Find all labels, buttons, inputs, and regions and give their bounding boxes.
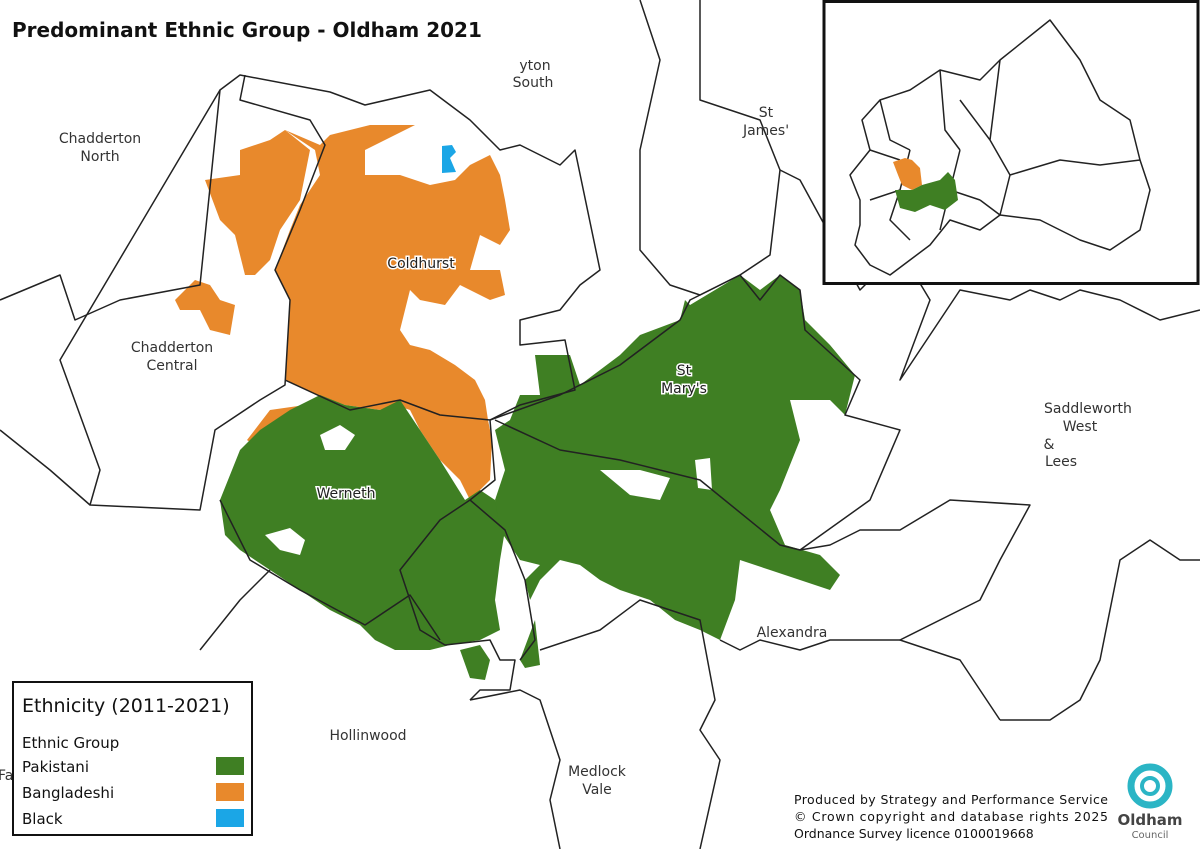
inset-frame bbox=[822, 0, 1200, 285]
area bbox=[460, 645, 490, 680]
legend-label: Bangladeshi bbox=[22, 784, 114, 802]
ward-label: Alexandra bbox=[757, 625, 828, 641]
area bbox=[495, 275, 855, 640]
pakistani-areas bbox=[220, 275, 855, 680]
label-line: South bbox=[513, 75, 554, 91]
label-line: North bbox=[80, 149, 119, 165]
legend-group-label: Ethnic Group bbox=[22, 734, 119, 752]
inset-map bbox=[822, 0, 1200, 285]
ward-label: Chadderton Central bbox=[131, 340, 213, 374]
label-line: Alexandra bbox=[757, 625, 828, 641]
boundary bbox=[59, 74, 326, 511]
boundary bbox=[494, 419, 801, 551]
logo-ring bbox=[1127, 763, 1173, 809]
legend-box bbox=[12, 681, 253, 836]
ward-label: Hollinwood bbox=[329, 728, 406, 744]
ward-label: Medlock Vale bbox=[568, 764, 627, 798]
ward-label: Saddleworth West & Lees bbox=[1044, 401, 1132, 470]
ward-label: Coldhurst bbox=[387, 256, 455, 272]
legend-items: Pakistani Bangladeshi Black bbox=[22, 757, 244, 828]
credits: Produced by Strategy and Performance Ser… bbox=[794, 792, 1108, 841]
boundary bbox=[489, 274, 1031, 721]
label-line: & bbox=[1044, 437, 1055, 453]
legend: Ethnicity (2011-2021) Ethnic Group Pakis… bbox=[12, 681, 253, 836]
area bbox=[175, 280, 235, 335]
label-line: James' bbox=[742, 123, 789, 139]
boundary bbox=[639, 0, 781, 296]
hole bbox=[695, 458, 712, 490]
hole bbox=[320, 425, 355, 450]
label-line: Fa bbox=[0, 768, 13, 784]
label-line: Werneth bbox=[317, 486, 376, 502]
ward-label: St James' bbox=[742, 105, 789, 139]
ward-label: St Mary's bbox=[661, 363, 707, 397]
area bbox=[275, 125, 510, 500]
inset-area bbox=[895, 172, 958, 212]
boundary bbox=[1000, 539, 1200, 721]
boundary bbox=[219, 499, 441, 641]
map-title: Predominant Ethnic Group - Oldham 2021 bbox=[12, 18, 482, 42]
ward-label: Chadderton North bbox=[59, 131, 141, 165]
label-line: Vale bbox=[582, 782, 612, 798]
logo: Oldham Council bbox=[1117, 763, 1183, 841]
area bbox=[220, 395, 505, 650]
label-line: Medlock bbox=[568, 764, 627, 780]
ward-label: Werneth bbox=[317, 486, 376, 502]
hole bbox=[600, 470, 670, 500]
logo-subtitle: Council bbox=[1132, 830, 1169, 841]
legend-swatch bbox=[216, 757, 244, 775]
label-line: Coldhurst bbox=[387, 256, 455, 272]
logo-name: Oldham bbox=[1117, 811, 1182, 829]
boundary bbox=[0, 429, 271, 651]
logo-ring bbox=[1140, 776, 1160, 796]
label-line: West bbox=[1063, 419, 1098, 435]
label-line: Central bbox=[147, 358, 198, 374]
credit-line: Produced by Strategy and Performance Ser… bbox=[794, 792, 1108, 807]
label-line: Mary's bbox=[661, 381, 707, 397]
label-line: Chadderton bbox=[59, 131, 141, 147]
boundary bbox=[284, 379, 516, 701]
ward-label: Fa bbox=[0, 768, 13, 784]
boundary bbox=[719, 639, 900, 651]
credit-line: © Crown copyright and database rights 20… bbox=[794, 809, 1108, 824]
legend-title: Ethnicity (2011-2021) bbox=[22, 695, 230, 717]
area bbox=[520, 620, 540, 668]
area bbox=[205, 130, 310, 275]
legend-label: Black bbox=[22, 810, 63, 828]
label-line: St bbox=[677, 363, 692, 379]
boundary bbox=[469, 689, 561, 849]
inset-outline bbox=[849, 19, 1151, 276]
inset-area bbox=[893, 158, 922, 190]
ward-label: yton South bbox=[513, 58, 554, 91]
label-line: Hollinwood bbox=[329, 728, 406, 744]
ward-labels: yton South St James' Chadderton North Coldh… bbox=[0, 58, 1132, 798]
label-line: Lees bbox=[1045, 454, 1077, 470]
boundary bbox=[469, 499, 536, 661]
legend-label: Pakistani bbox=[22, 758, 89, 776]
label-line: St bbox=[759, 105, 774, 121]
boundary bbox=[539, 599, 721, 849]
black-area bbox=[442, 145, 456, 173]
credit-line: Ordnance Survey licence 0100019668 bbox=[794, 826, 1034, 841]
hole bbox=[265, 528, 305, 555]
legend-swatch bbox=[216, 783, 244, 801]
label-line: yton bbox=[519, 58, 550, 74]
legend-swatch bbox=[216, 809, 244, 827]
label-line: Chadderton bbox=[131, 340, 213, 356]
label-line: Saddleworth bbox=[1044, 401, 1132, 417]
boundary bbox=[0, 74, 601, 421]
